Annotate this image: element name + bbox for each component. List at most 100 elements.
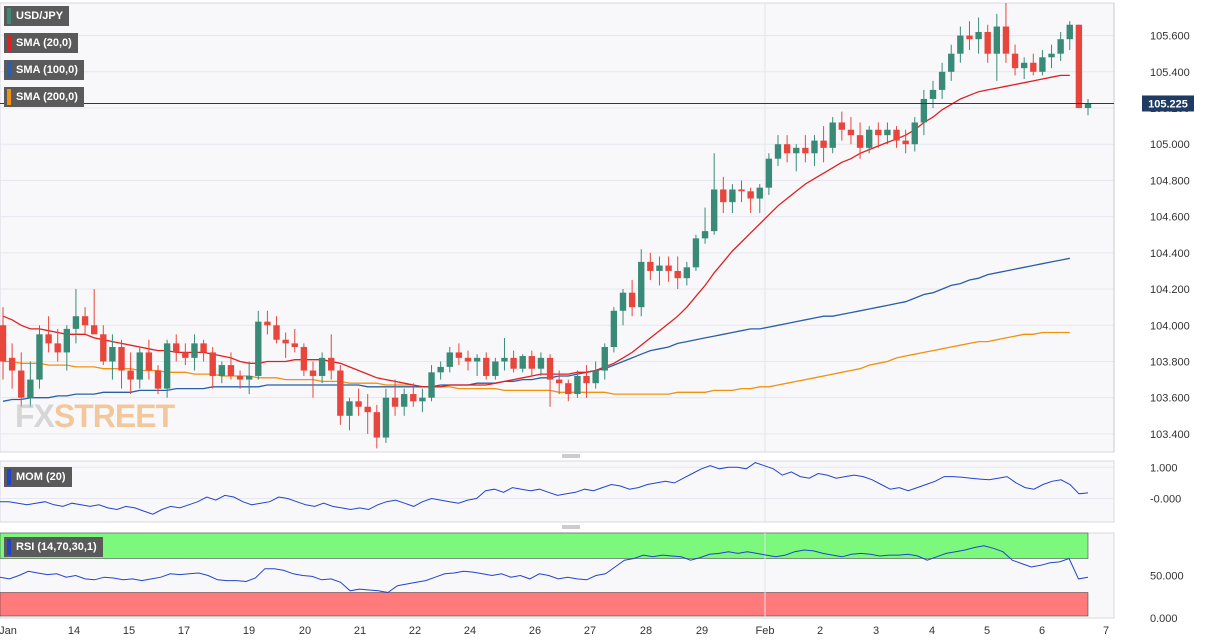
candle-body	[255, 321, 262, 376]
legend-sma-200[interactable]: SMA (200,0)	[4, 87, 84, 107]
sma-200-line	[3, 331, 1070, 395]
candle-body	[145, 352, 153, 371]
rsi-line	[0, 545, 1089, 594]
legend-momentum-label: MOM (20)	[16, 471, 66, 483]
candle-body	[182, 352, 189, 358]
candle-body	[893, 129, 900, 141]
candle-body	[729, 189, 736, 203]
candle-body	[209, 352, 216, 376]
time-tick-label: 26	[529, 625, 541, 637]
candle-body	[437, 366, 444, 373]
candle-body	[911, 122, 918, 145]
sma-20-series	[2, 74, 1070, 388]
candle-body	[8, 357, 16, 371]
time-tick-label: 15	[123, 625, 135, 637]
candle-body	[72, 316, 80, 329]
watermark-fx: FX	[15, 398, 55, 434]
candle-body	[783, 144, 791, 154]
candle-body	[929, 89, 937, 99]
candle-body	[647, 261, 654, 271]
candle-body	[282, 339, 289, 344]
candle-body	[264, 321, 271, 326]
legend-sma-20-label: SMA (20,0)	[16, 37, 72, 49]
candle-body	[619, 292, 627, 311]
candle-body	[501, 357, 508, 362]
candle-body	[674, 270, 681, 279]
candle-body	[592, 370, 599, 384]
time-tick-label: 5	[984, 625, 990, 637]
candle-body	[537, 357, 545, 369]
price-tick-label: 104.200	[1150, 284, 1190, 296]
time-axis: Jan 14 15 17 19 20 21 22 24 26 27 28 29 Feb 2 3 4 5 6 7	[0, 625, 1109, 637]
candle-body	[191, 343, 198, 358]
time-tick-label: 6	[1039, 625, 1045, 637]
candle-body	[200, 343, 207, 353]
time-tick-label: 4	[929, 625, 935, 637]
candle-body	[100, 334, 107, 362]
candle-body	[455, 352, 463, 358]
candle-body	[173, 343, 180, 353]
candle-body	[938, 71, 946, 90]
legend-rsi[interactable]: RSI (14,70,30,1)	[4, 537, 103, 557]
candle-body	[109, 346, 116, 362]
legend-sma-20[interactable]: SMA (20,0)	[4, 33, 78, 53]
time-tick-label: 21	[354, 625, 366, 637]
candle-body	[1066, 24, 1073, 40]
legend-instrument-label: USD/JPY	[16, 10, 64, 22]
candle-body	[519, 356, 526, 369]
candle-body	[337, 370, 344, 416]
candle-body	[391, 397, 399, 407]
candle-body	[720, 189, 727, 203]
candle-body	[1039, 57, 1046, 72]
candle-body	[1048, 53, 1055, 58]
momentum-tick-label: 1.000	[1150, 462, 1178, 474]
candle-body	[373, 412, 381, 438]
candle-body	[628, 292, 636, 308]
price-axis: 105.600105.400105.200105.000104.800104.6…	[1113, 3, 1190, 452]
candle-body	[546, 357, 554, 380]
momentum-panel: 1.000 -0.000	[0, 454, 1181, 529]
candle-body	[364, 406, 371, 413]
price-tick-label: 103.800	[1150, 356, 1190, 368]
legend-instrument[interactable]: USD/JPY	[4, 6, 70, 26]
candle-body	[54, 343, 61, 353]
candle-body	[875, 129, 882, 136]
rsi-oversold-zone	[0, 592, 1089, 617]
price-tick-label: 103.600	[1150, 393, 1190, 405]
legend-sma-100[interactable]: SMA (100,0)	[4, 60, 84, 80]
time-tick-label: 14	[68, 625, 80, 637]
candle-body	[793, 147, 800, 154]
candle-body	[318, 357, 326, 376]
candle-body	[510, 357, 517, 369]
price-tick-label: 104.400	[1150, 248, 1190, 260]
candle-body	[0, 325, 7, 362]
sma-100-series	[2, 257, 1070, 402]
candle-body	[90, 325, 98, 335]
candle-body	[802, 147, 809, 154]
candle-body	[136, 352, 143, 380]
candle-body	[446, 352, 453, 367]
time-tick-label: 20	[299, 625, 311, 637]
candle-body	[154, 370, 162, 389]
watermark-street: STREET	[53, 398, 175, 434]
time-tick-label: 28	[640, 625, 652, 637]
candle-body	[1030, 62, 1037, 72]
price-tick-label: 103.400	[1150, 429, 1190, 441]
candle-body	[218, 365, 226, 376]
legend-momentum[interactable]: MOM (20)	[4, 467, 72, 487]
candle-body	[948, 53, 955, 72]
candle-body	[473, 357, 481, 362]
sma-100-line	[2, 257, 1070, 402]
main-grid	[0, 2, 1115, 453]
candle-body	[838, 122, 846, 130]
candle-body	[692, 238, 700, 268]
candle-body	[273, 325, 280, 340]
candle-body	[701, 231, 709, 239]
momentum-plot-area	[0, 460, 1115, 523]
candle-body	[1075, 24, 1083, 109]
candle-body	[565, 383, 572, 395]
candle-body	[865, 129, 873, 148]
candle-body	[1011, 53, 1019, 69]
price-tick-label: 105.000	[1150, 139, 1190, 151]
